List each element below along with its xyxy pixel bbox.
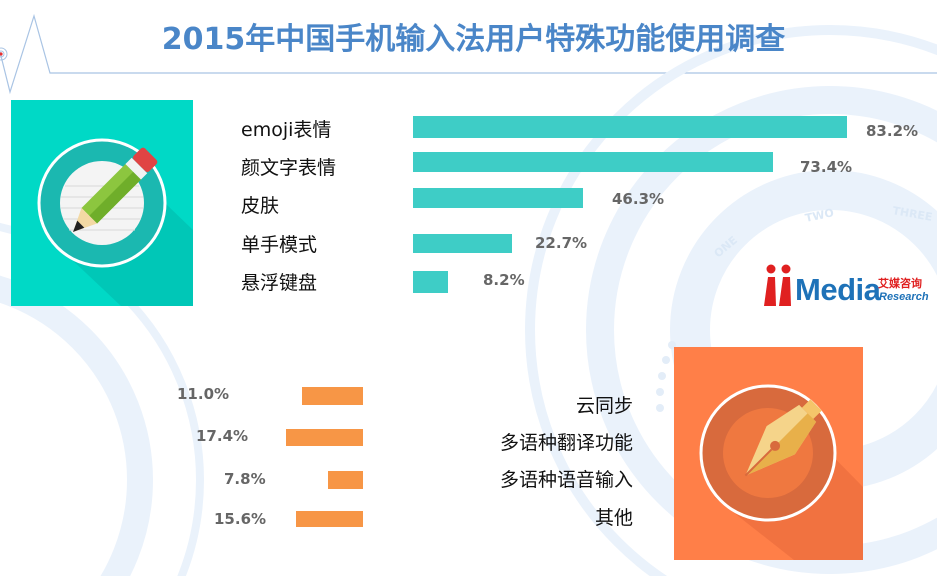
value-label: 15.6% (214, 510, 267, 528)
pencil-icon (11, 100, 193, 306)
category-label: 皮肤 (241, 195, 280, 217)
bar-one-hand (413, 234, 512, 253)
logo-english-name: Research (879, 291, 929, 303)
bar-floating-keyboard (413, 271, 448, 293)
logo-ii-mark (764, 264, 791, 306)
bar-emoji (413, 116, 847, 138)
bar-voice-input (328, 471, 363, 489)
bar-translation (286, 429, 363, 446)
category-label: 其他 (594, 507, 633, 529)
value-label: 73.4% (800, 158, 853, 176)
value-label: 11.0% (177, 385, 230, 403)
svg-text:TWO: TWO (804, 206, 835, 225)
category-label: 云同步 (575, 395, 633, 417)
iimedia-logo: Media 艾媒咨询 Research (758, 264, 929, 314)
category-label: 悬浮键盘 (241, 272, 318, 294)
bar-skin (413, 188, 583, 208)
category-label: 多语种语音输入 (499, 469, 633, 491)
bar-cloud-sync (302, 387, 363, 405)
value-label: 46.3% (612, 190, 665, 208)
logo-chinese-name: 艾媒咨询 (878, 277, 922, 290)
category-label: 颜文字表情 (241, 157, 337, 179)
value-label: 8.2% (483, 271, 525, 289)
page-title: 2015年中国手机输入法用户特殊功能使用调查 (161, 22, 786, 57)
fountain-pen-icon-panel (674, 347, 863, 560)
category-label: 单手模式 (241, 234, 318, 256)
pencil-icon-panel (11, 100, 193, 306)
value-label: 83.2% (866, 122, 919, 140)
category-label: emoji表情 (241, 119, 332, 141)
bar-kaomoji (413, 152, 773, 172)
fountain-pen-icon (674, 347, 863, 560)
value-label: 7.8% (224, 470, 266, 488)
logo-brand-text: Media (795, 272, 881, 307)
svg-text:ONE: ONE (712, 234, 740, 261)
value-label: 22.7% (535, 234, 588, 252)
svg-text:THREE: THREE (891, 204, 933, 224)
bar-other (296, 511, 363, 527)
value-label: 17.4% (196, 427, 249, 445)
category-label: 多语种翻译功能 (499, 432, 633, 454)
